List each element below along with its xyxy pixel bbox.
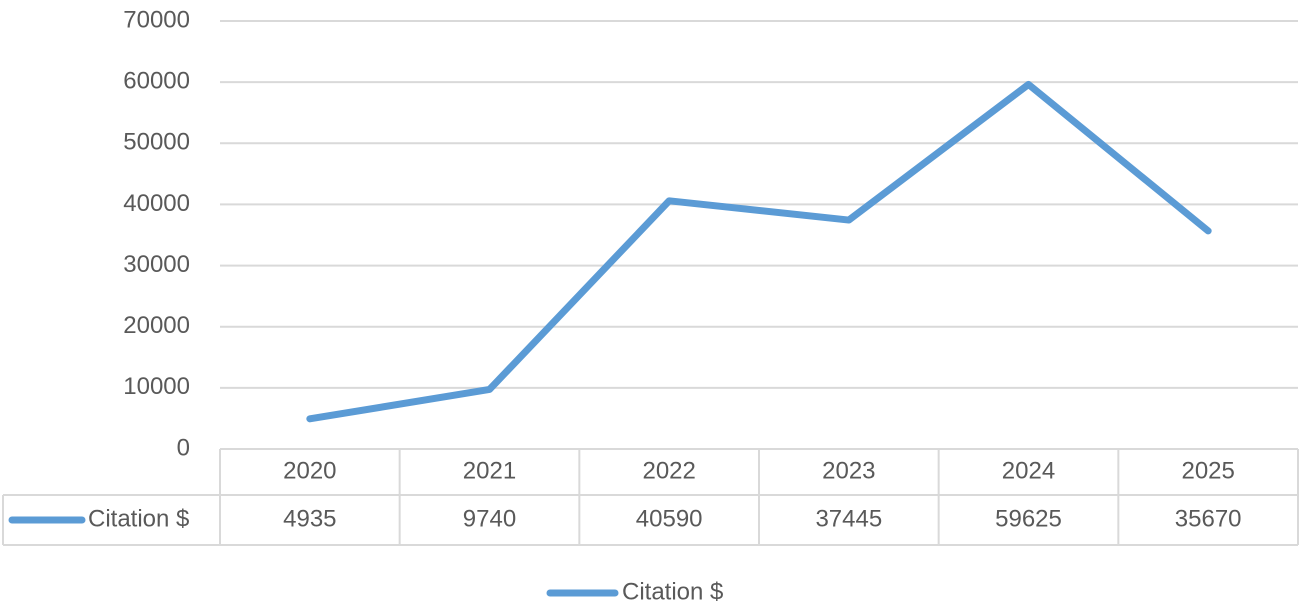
table-value: 35670 <box>1175 505 1242 532</box>
y-tick-label: 0 <box>177 434 190 461</box>
table-value: 37445 <box>815 505 882 532</box>
table-value: 4935 <box>283 505 336 532</box>
x-tick-label: 2022 <box>642 457 695 484</box>
table-value: 9740 <box>463 505 516 532</box>
y-tick-label: 10000 <box>123 373 190 400</box>
y-tick-label: 50000 <box>123 129 190 156</box>
table-series-name: Citation $ <box>88 505 189 532</box>
legend-label: Citation $ <box>622 578 723 605</box>
table-value: 40590 <box>636 505 703 532</box>
y-tick-label: 60000 <box>123 67 190 94</box>
y-tick-label: 40000 <box>123 190 190 217</box>
table-value: 59625 <box>995 505 1062 532</box>
x-tick-label: 2020 <box>283 457 336 484</box>
y-tick-label: 30000 <box>123 251 190 278</box>
y-tick-label: 70000 <box>123 6 190 33</box>
x-tick-label: 2021 <box>463 457 516 484</box>
line-series <box>306 80 1212 423</box>
y-tick-label: 20000 <box>123 312 190 339</box>
x-tick-label: 2025 <box>1181 457 1234 484</box>
x-tick-label: 2024 <box>1002 457 1055 484</box>
x-tick-label: 2023 <box>822 457 875 484</box>
